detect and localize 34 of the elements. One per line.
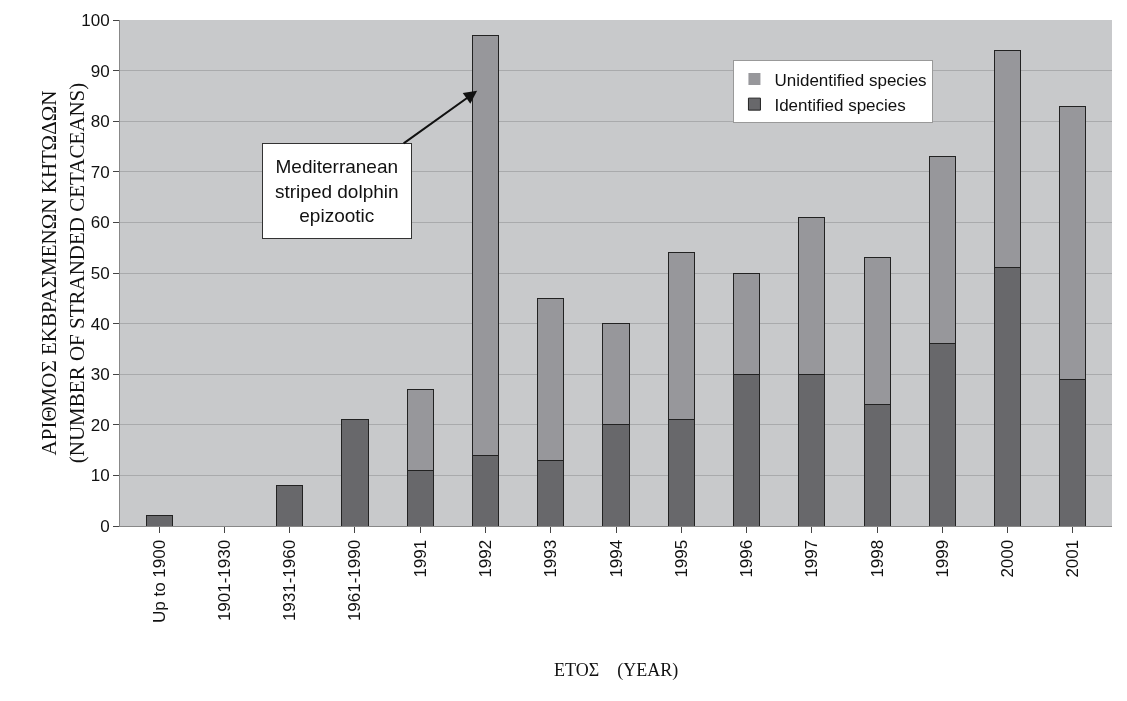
y-tick-label: 10 — [90, 466, 110, 486]
x-axis-title: ΕΤΟΣ (YEAR) — [554, 660, 679, 681]
x-tick-label: 1994 — [606, 539, 626, 578]
bar — [276, 485, 304, 526]
x-tick-label: 1901-1930 — [214, 539, 234, 622]
x-tick-label: 1992 — [475, 539, 495, 578]
y-axis-title: ΑΡΙΘΜΟΣ ΕΚΒΡΑΣΜΕΝΩΝ ΚΗΤΩΔΩΝ (NUMBER OF STRANDED CETACEANS) — [37, 82, 89, 464]
y-tick-label: 60 — [90, 213, 110, 233]
legend-label: Identified species — [774, 95, 906, 115]
bar — [341, 419, 369, 526]
x-tick-label: 1996 — [737, 539, 757, 578]
bar — [145, 515, 173, 526]
y-tick-label: 20 — [90, 415, 110, 435]
x-tick-label: 1995 — [671, 539, 691, 578]
x-tick-label: 2001 — [1063, 539, 1083, 578]
y-tick-label: 0 — [100, 516, 110, 536]
legend-label: Unidentified species — [774, 70, 927, 90]
y-tick-label: 80 — [90, 112, 110, 132]
annotation: Mediterranean striped dolphin epizootic — [275, 156, 399, 227]
y-tick-label: 100 — [81, 10, 110, 30]
y-tick-label: 40 — [90, 314, 110, 334]
x-tick-label: 2000 — [998, 539, 1018, 578]
x-tick-label: 1997 — [802, 539, 822, 578]
x-tick-label: 1998 — [867, 539, 887, 578]
x-tick-label: 1993 — [541, 539, 561, 578]
y-tick-label: 30 — [90, 365, 110, 385]
y-tick-label: 70 — [90, 162, 110, 182]
x-tick-label: 1961-1990 — [345, 539, 365, 622]
x-tick-label: 1991 — [410, 539, 430, 578]
x-tick-label: Up to 1900 — [149, 539, 169, 623]
x-tick-label: 1931-1960 — [280, 539, 300, 622]
y-tick-label: 50 — [90, 263, 110, 283]
y-tick-label: 90 — [90, 61, 110, 81]
x-tick-label: 1999 — [932, 539, 952, 578]
